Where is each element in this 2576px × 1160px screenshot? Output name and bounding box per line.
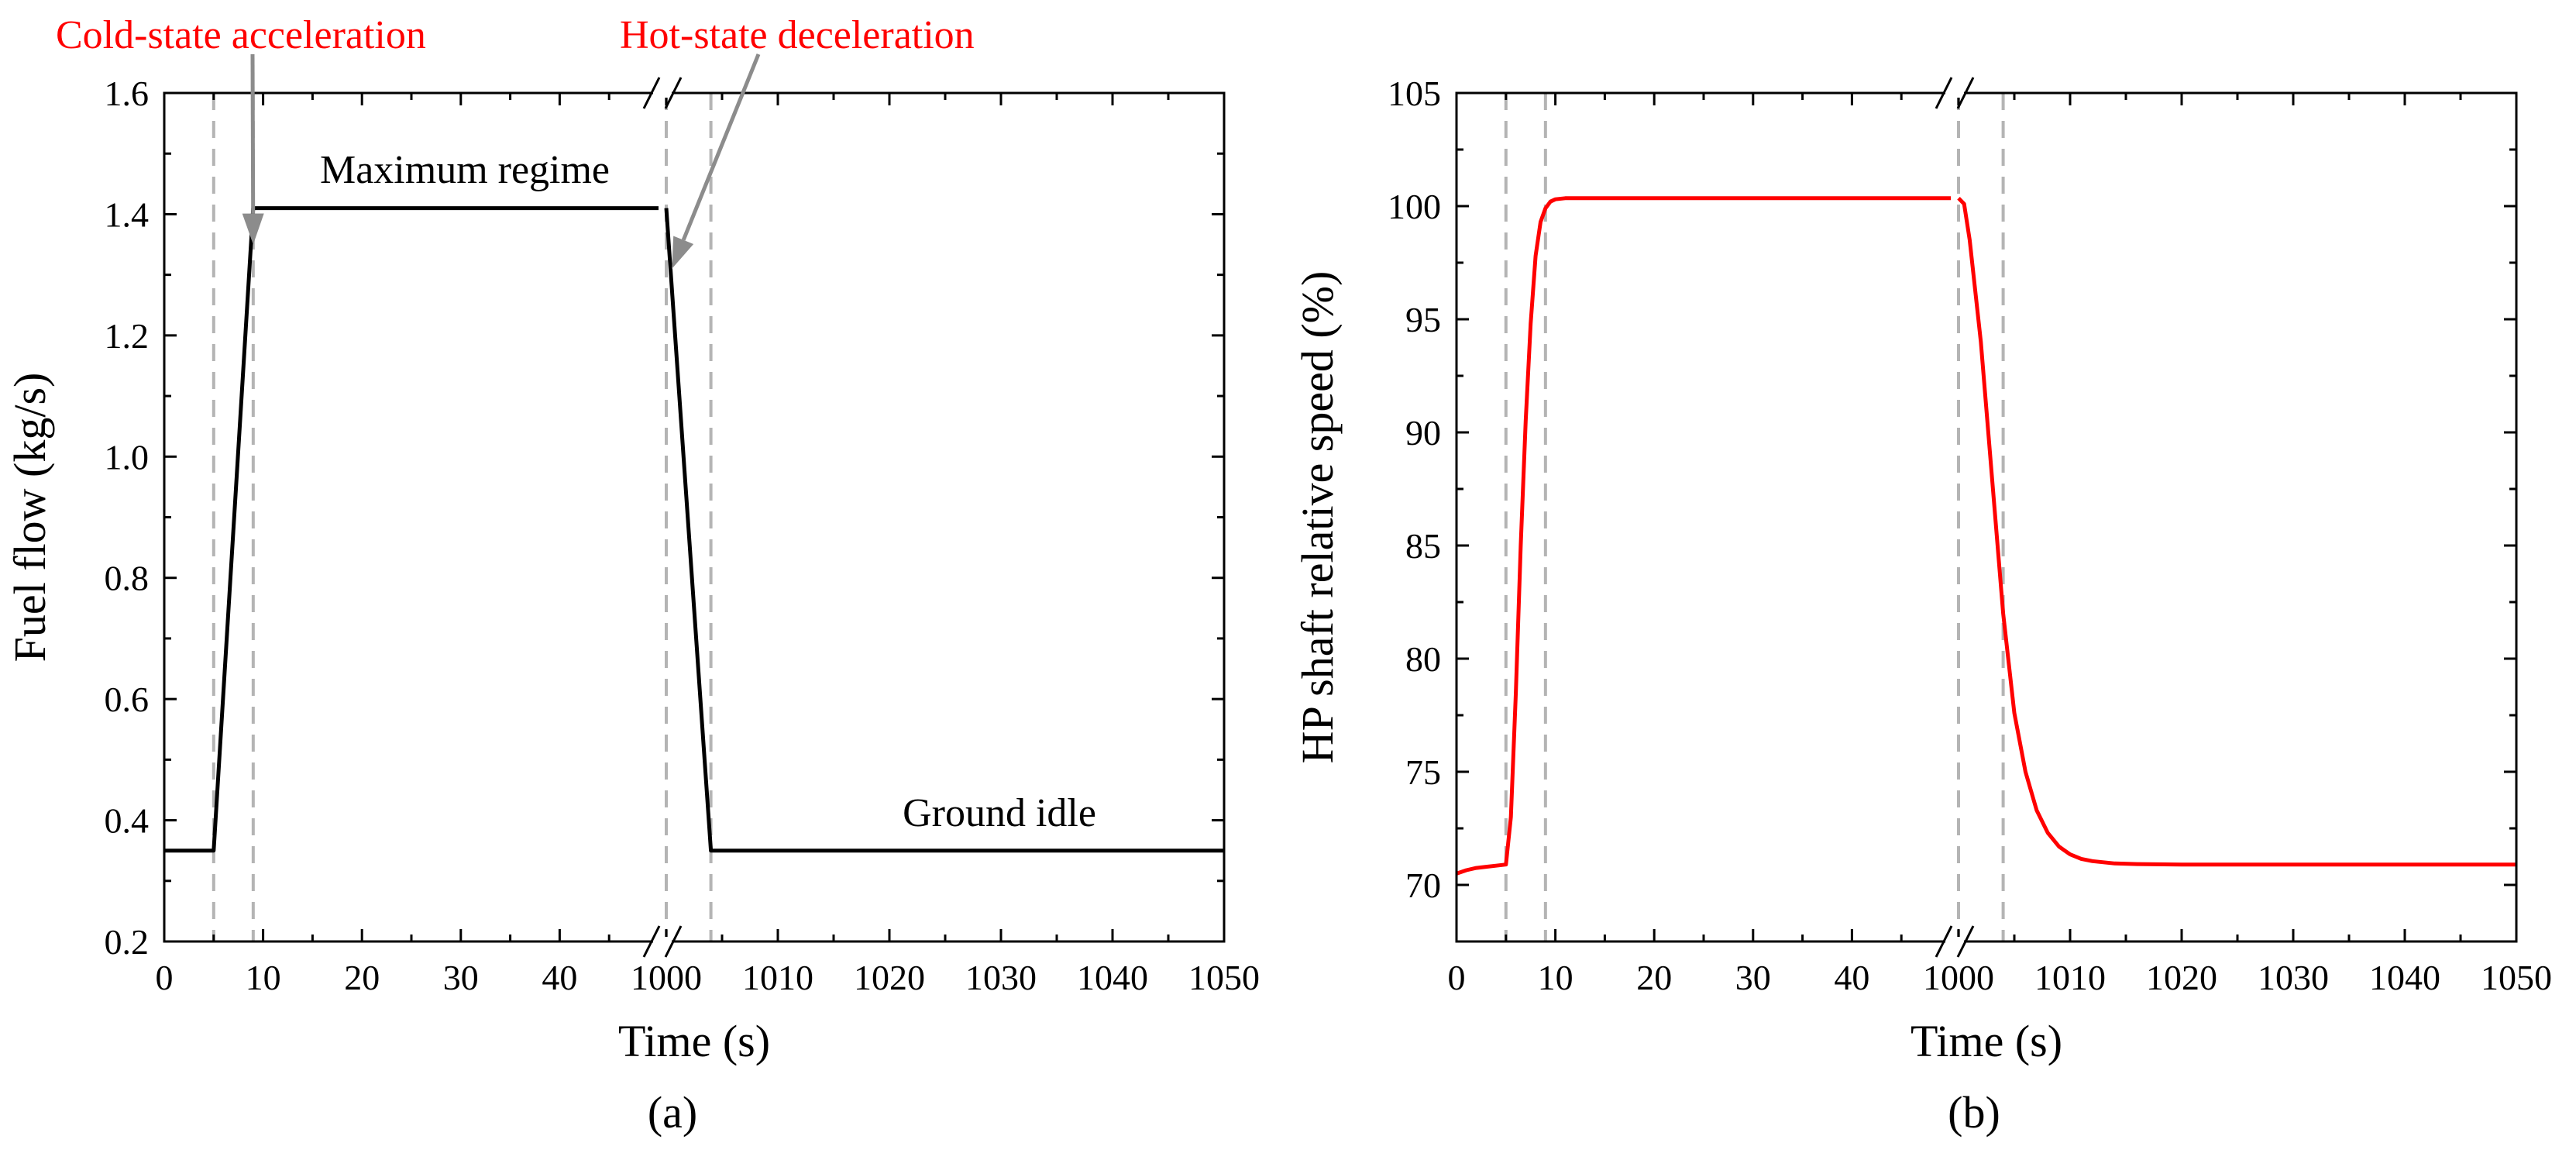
x-tick-label: 10: [1538, 958, 1573, 997]
series-line: [164, 206, 659, 853]
x-tick-label: 1030: [965, 958, 1037, 997]
y-tick-label: 0.6: [105, 680, 150, 719]
annotation-arrowhead: [242, 213, 264, 245]
y-tick-label: 1.2: [105, 316, 150, 356]
y-tick-label: 80: [1405, 639, 1441, 679]
annotation-arrow: [681, 53, 761, 241]
x-tick-label: 1040: [1077, 958, 1148, 997]
x-tick-label: 30: [1735, 958, 1771, 997]
axis-break-mark: [642, 77, 661, 109]
x-tick-label: 0: [1448, 958, 1466, 997]
axis-break-mark: [1935, 77, 1953, 109]
axis-break-mark: [1956, 925, 1975, 958]
chart-panel-a: 0.20.40.60.81.01.21.41.60 10 20 30 40 1000 101…: [5, 13, 1260, 1138]
series-line: [1456, 196, 1951, 876]
axis-break-mark: [1956, 77, 1975, 109]
y-tick-label: 1.4: [105, 194, 150, 234]
x-tick-label: 1020: [854, 958, 925, 997]
x-tick-label: 30: [443, 958, 479, 997]
axis-break-gap: [1945, 88, 1964, 98]
plot-frame: [1455, 91, 2518, 943]
x-tick-label: 20: [344, 958, 380, 997]
axis-break-gap: [1945, 937, 1964, 946]
y-axis-label: HP shaft relative speed (%): [1292, 271, 1343, 764]
y-tick-label: 105: [1388, 74, 1441, 113]
axis-break-mark: [642, 925, 661, 958]
x-tick-label: 1020: [2146, 958, 2217, 997]
series-line: [664, 208, 1224, 853]
annotation-label: Maximum regime: [320, 148, 610, 192]
annotation-label: Hot-state deceleration: [620, 13, 975, 57]
x-tick-label: 1000: [631, 958, 702, 997]
x-axis-label: Time (s): [1911, 1016, 2062, 1066]
axis-break-mark: [664, 77, 683, 109]
x-tick-label: 1000: [1923, 958, 1994, 997]
series-line: [1957, 197, 2516, 867]
annotation-label: Ground idle: [903, 791, 1096, 835]
panel-caption: (a): [648, 1087, 697, 1138]
annotation-label: Cold-state acceleration: [56, 13, 426, 57]
y-tick-label: 1.0: [105, 437, 150, 477]
axis-break-mark: [664, 925, 683, 958]
y-tick-label: 75: [1405, 752, 1441, 792]
x-tick-label: 1050: [1188, 958, 1260, 997]
y-tick-label: 90: [1405, 413, 1441, 453]
x-tick-label: 10: [246, 958, 281, 997]
axis-break-mark: [1935, 925, 1953, 958]
x-tick-label: 1040: [2369, 958, 2440, 997]
x-tick-label: 0: [156, 958, 174, 997]
y-tick-label: 95: [1405, 300, 1441, 339]
y-tick-label: 0.8: [105, 559, 150, 598]
x-tick-label: 1010: [2034, 958, 2106, 997]
y-tick-label: 85: [1405, 526, 1441, 566]
y-tick-label: 0.2: [105, 922, 150, 962]
y-tick-label: 1.6: [105, 74, 150, 113]
x-tick-label: 1050: [2481, 958, 2552, 997]
x-tick-label: 20: [1636, 958, 1672, 997]
panel-caption: (b): [1948, 1087, 2000, 1138]
x-tick-label: 1030: [2258, 958, 2329, 997]
x-tick-label: 1010: [742, 958, 813, 997]
y-axis-label: Fuel flow (kg/s): [5, 373, 55, 663]
x-tick-label: 40: [1834, 958, 1869, 997]
y-tick-label: 0.4: [105, 801, 150, 841]
axis-break-gap: [653, 937, 672, 946]
x-tick-label: 40: [542, 958, 577, 997]
x-axis-label: Time (s): [618, 1016, 770, 1066]
y-tick-label: 70: [1405, 866, 1441, 905]
y-tick-label: 100: [1388, 187, 1441, 226]
annotation-arrowhead: [672, 236, 694, 269]
axis-break-gap: [653, 88, 672, 98]
